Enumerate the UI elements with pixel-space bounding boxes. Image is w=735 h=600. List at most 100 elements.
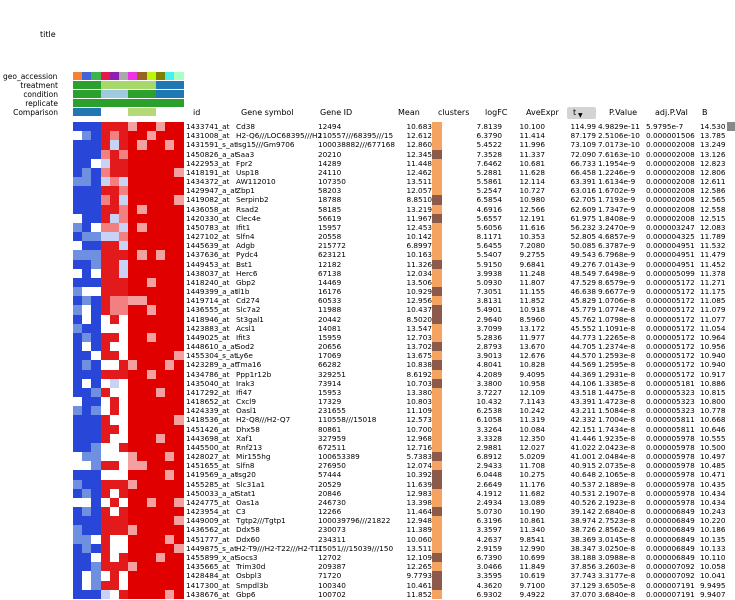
table-row[interactable]: 1419569_a_at Isg20 57444 10.392 6.0448 10.275… [0, 470, 735, 481]
heatmap-cell [128, 351, 138, 361]
heatmap-cell [100, 213, 111, 224]
table-row[interactable]: 1435040_at Irak3 73914 10.703 3.3800 10.958 44… [0, 378, 735, 389]
table-row[interactable]: 1422953_at Fpr2 14289 11.448 7.6462 10.681 66.… [0, 158, 735, 169]
heatmap-cell [100, 323, 111, 334]
header-b[interactable]: B [702, 108, 708, 117]
header-aveexpr[interactable]: AveExpr [526, 108, 559, 117]
table-row[interactable]: 1443698_at Xaf1 327959 12.968 3.3328 12.350 41… [0, 433, 735, 444]
cell-b: 11.085 [700, 296, 726, 306]
table-row[interactable]: 1449009_at Tgtp2///Tgtp1 100039796///21822… [0, 516, 735, 526]
cell-ave: 11.996 [519, 140, 545, 150]
cell-id: 1455285_at [186, 479, 230, 489]
table-row[interactable]: 1455285_at Slc31a1 20529 11.639 2.6649 11.176… [0, 479, 735, 490]
header-mean[interactable]: Mean [398, 108, 420, 117]
table-row[interactable]: 1420330_at Clec4e 56619 11.967 5.6557 12.191 6… [0, 213, 735, 224]
table-row[interactable]: 1418652_at Cxcl9 17329 10.803 10.432 7.1143 43… [0, 397, 735, 407]
table-row[interactable]: 1419082_at Serpinb2 18788 8.8510 6.5854 10.98… [0, 195, 735, 206]
table-row[interactable]: 1451426_at Dhx58 80861 10.700 3.3264 10.084 42… [0, 424, 735, 435]
header-id[interactable]: id [193, 108, 201, 117]
heatmap-cell [119, 241, 129, 251]
heatmap-cell [128, 277, 138, 288]
table-row[interactable]: 1438676_at Gbp6 100702 11.852 6.9302 9.4922 37… [0, 589, 735, 600]
table-row[interactable]: 1418536_at H2-Q8///H2-Q7 110558///15018 12.… [0, 415, 735, 426]
heatmap-cell [174, 552, 184, 563]
cell-t: 44.106 [570, 378, 596, 388]
table-row[interactable]: 1449025_at Ifit3 15959 12.703 5.2836 11.977 44… [0, 332, 735, 343]
table-row[interactable]: 1438037_at Herc6 67138 12.034 3.9938 11.248 48… [0, 268, 735, 279]
table-row[interactable]: 1436562_at Ddx58 230073 11.389 3.3597 11.340 3… [0, 525, 735, 536]
heatmap-cell [155, 158, 166, 169]
table-row[interactable]: 1433741_at Cd38 12494 10.683 7.8139 10.100 114… [0, 122, 735, 132]
table-row[interactable]: 1419714_at Cd274 60533 12.956 3.8131 11.852 45… [0, 296, 735, 306]
scrollbar-thumb[interactable] [727, 122, 735, 131]
table-row[interactable]: 1418946_at St3gal1 20442 8.5020 2.9640 8.5960… [0, 314, 735, 325]
heatmap-cell [137, 122, 148, 132]
table-row[interactable]: 1455899_x_at Socs3 12702 12.109 6.7390 10.699… [0, 552, 735, 563]
cell-sym: Xaf1 [236, 433, 253, 443]
table-row[interactable]: 1449399_a_at Il1b 16176 10.929 7.3051 11.155 4… [0, 287, 735, 297]
cell-id: 1431591_s_at [186, 140, 237, 150]
header-gene-symbol[interactable]: Gene symbol [241, 108, 294, 117]
table-row[interactable]: 1424775_at Oas1a 246730 13.398 2.4934 13.089 4… [0, 497, 735, 508]
heatmap-cell [100, 552, 111, 563]
table-row[interactable]: 1428484_at Osbpl3 71720 9.7793 3.3595 10.619 3… [0, 571, 735, 581]
table-row[interactable]: 1418191_at Usp18 24110 12.462 5.2881 11.628 66… [0, 167, 735, 178]
header-logfc[interactable]: logFC [485, 108, 508, 117]
table-row[interactable]: 1418240_at Gbp2 14469 13.506 5.0930 11.807 47.… [0, 277, 735, 288]
heatmap-cell [109, 461, 120, 471]
table-row[interactable]: 1417292_at Ifi47 15953 13.380 3.7227 12.109 43… [0, 387, 735, 398]
table-row[interactable]: 1423883_at Acsl1 14081 13.547 3.7099 13.172 45… [0, 323, 735, 334]
table-row[interactable]: 1448610_a_at Sod2 20656 13.702 2.8793 13.670 4… [0, 342, 735, 352]
cell-sym: Il1b [236, 287, 250, 297]
column-title-text: BMDM, untreated, 4 [91, 2, 92, 60]
header-t[interactable]: t [573, 108, 577, 117]
heatmap-cell [174, 571, 184, 581]
table-row[interactable]: 1423289_a_at Tma16 66282 10.838 4.8041 10.828… [0, 360, 735, 371]
table-row[interactable]: 1424339_at Oasl1 231655 11.109 6.2538 10.242 4… [0, 406, 735, 416]
table-row[interactable]: 1445639_at Adgb 215772 6.8997 5.6455 7.2080 50… [0, 241, 735, 251]
table-row[interactable]: 1449453_at Bst1 12182 11.326 5.9150 9.6841 49.… [0, 259, 735, 270]
annotation-cell [155, 108, 166, 116]
header-gene-id[interactable]: Gene ID [320, 108, 353, 117]
table-row[interactable]: 1434372_at AW112010 107350 13.511 5.5861 12.1… [0, 177, 735, 187]
table-row[interactable]: 1451655_at Slfn8 276950 12.074 2.9433 11.708 4… [0, 461, 735, 471]
sorted-column-indicator[interactable] [567, 107, 596, 119]
heatmap-cell [165, 268, 175, 279]
header-pvalue[interactable]: P.Value [609, 108, 638, 117]
table-row[interactable]: 1423954_at C3 12266 11.464 5.0730 10.190 39.14… [0, 507, 735, 517]
table-row[interactable]: 1427102_at Slfn4 20558 10.142 8.1171 10.353 52… [0, 232, 735, 242]
table-row[interactable]: 1450783_at Ifit1 15957 12.453 5.6056 11.616 56… [0, 222, 735, 233]
heatmap-cell [165, 177, 175, 187]
header-clusters[interactable]: clusters [438, 108, 470, 117]
heatmap-cell [146, 571, 157, 581]
table-row[interactable]: 1431591_s_at Isg15///Gm9706 100038882///67… [0, 140, 735, 150]
table-row[interactable]: 1436555_at Slc7a2 11988 10.437 5.4901 10.918 4… [0, 305, 735, 316]
table-row[interactable]: 1436058_at Rsad2 58185 13.219 4.6916 12.566 62… [0, 204, 735, 215]
table-row[interactable]: 1435665_at Trim30d 209387 12.265 3.0466 11.84… [0, 562, 735, 572]
table-row[interactable]: 1451777_at Ddx60 234311 10.060 4.2637 9.8541 3… [0, 534, 735, 545]
table-row[interactable]: 1417300_at Smpdl3b 100340 10.461 4.3620 9.710… [0, 580, 735, 591]
table-row[interactable]: 1449875_s_at H2-T9///H2-T22///H2-T10 15051… [0, 543, 735, 554]
table-row[interactable]: 1450033_a_at Stat1 20846 12.983 4.1912 11.682… [0, 488, 735, 499]
heatmap-cell [100, 479, 111, 490]
header-adjp[interactable]: adj.P.Val [655, 108, 688, 117]
cell-p: 2.7523e-8 [598, 516, 636, 526]
cell-adj: 0.000006849 [646, 516, 695, 526]
table-row[interactable]: 1431008_at H2-Q6///LOC68395///H2- 110557//… [0, 131, 735, 141]
table-row[interactable]: 1429947_a_at Zbp1 58203 12.057 5.2547 10.727 6… [0, 186, 735, 196]
cell-adj: 0.000002008 [646, 195, 695, 205]
table-row[interactable]: 1437636_at Pydc4 623121 10.163 5.5407 9.2755 4… [0, 250, 735, 261]
cluster-swatch [432, 149, 442, 160]
annotation-cell [146, 81, 157, 89]
table-row[interactable]: 1445500_at Rnf213 672511 12.716 2.9881 12.027… [0, 442, 735, 453]
cell-adj: 0.000005172 [646, 287, 695, 297]
heatmap-cell [128, 488, 138, 499]
heatmap-cell [119, 287, 129, 297]
table-row[interactable]: 1450826_a_at Saa3 20210 12.345 7.3528 11.337 7… [0, 149, 735, 160]
heatmap-cell [155, 580, 166, 591]
table-row[interactable]: 1455304_s_at Ly6e 17069 13.675 3.9013 12.676 4… [0, 351, 735, 361]
column-title-text: BMDM, IFNg+LPS, 2 [156, 2, 157, 60]
table-row[interactable]: 1434786_at Ppp1r12b 329251 8.6192 4.2089 9.40… [0, 369, 735, 380]
cell-mean: 11.464 [406, 507, 432, 517]
table-row[interactable]: 1428027_at Mir155hg 100653389 5.7383 6.8912 5… [0, 452, 735, 462]
